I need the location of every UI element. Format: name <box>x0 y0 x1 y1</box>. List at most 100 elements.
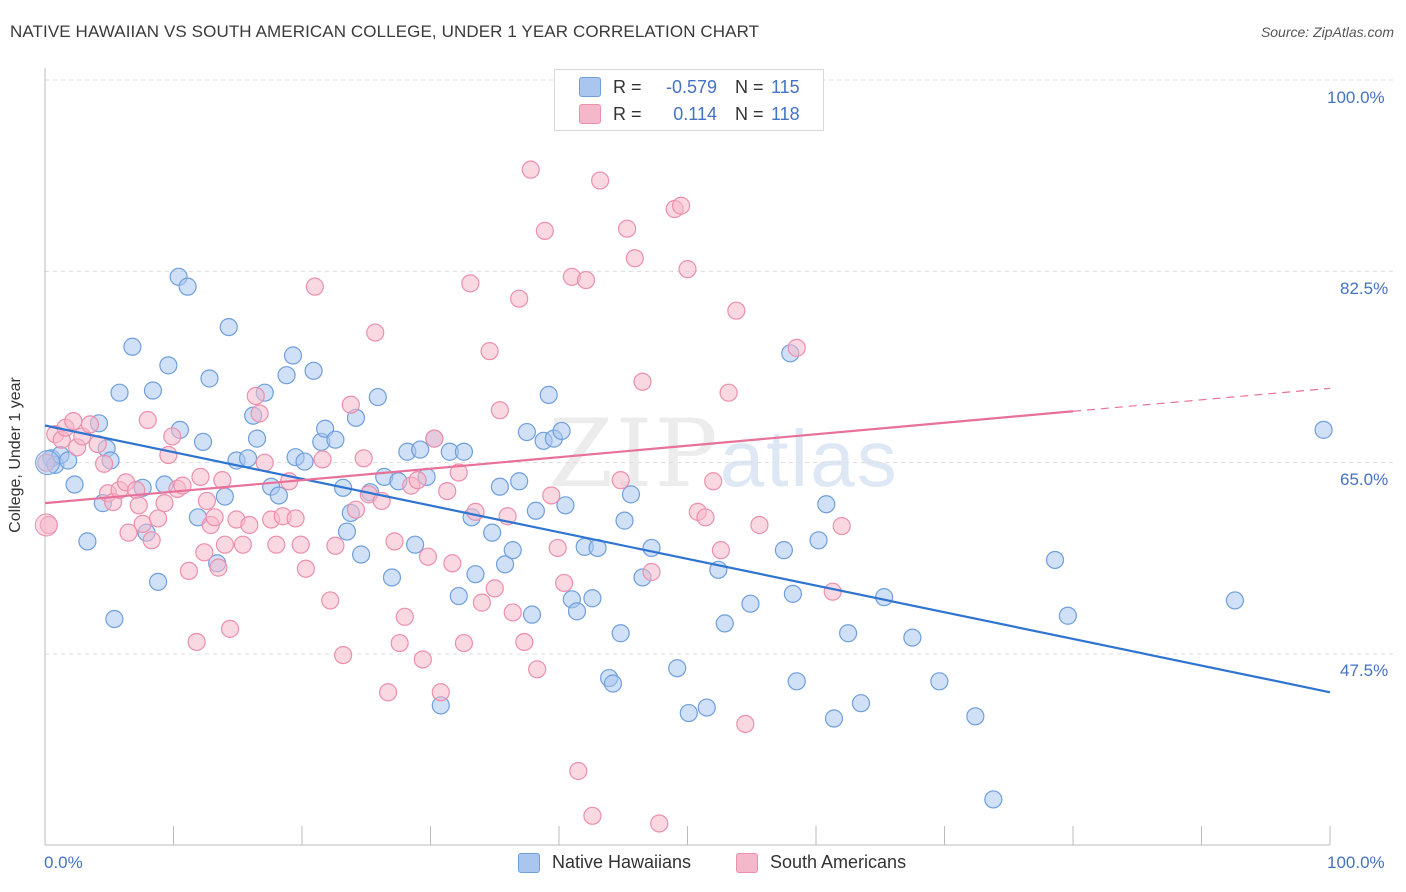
trend-line-blue <box>44 424 1331 694</box>
data-point-blue <box>295 452 314 471</box>
legend-item-native-hawaiians[interactable]: Native Hawaiians <box>518 852 691 873</box>
data-point-pink <box>346 500 366 519</box>
data-point-blue <box>159 356 178 375</box>
data-point-pink <box>133 514 152 533</box>
data-point-pink <box>408 471 427 490</box>
data-point-pink <box>215 535 234 554</box>
data-point-blue <box>615 511 634 530</box>
data-point-blue <box>824 709 844 728</box>
y-tick-label-47-5: 47.5% <box>1340 661 1389 680</box>
y-axis-label: College, Under 1 year <box>7 377 24 533</box>
data-point-pink <box>240 515 259 535</box>
y-tick-label-100: 100.0% <box>1327 88 1385 107</box>
data-point-pink <box>438 481 457 501</box>
data-point-blue <box>603 674 623 693</box>
data-point-blue <box>105 609 124 629</box>
data-point-blue <box>405 535 425 554</box>
data-point-blue <box>495 555 515 574</box>
data-point-blue <box>238 449 258 468</box>
data-point-pink <box>296 559 315 578</box>
data-point-blue <box>875 588 894 607</box>
data-point-blue <box>411 440 430 459</box>
data-point-pink <box>119 523 138 542</box>
data-point-pink <box>366 323 385 342</box>
data-point-pink <box>521 160 540 179</box>
data-point-blue <box>668 659 687 678</box>
data-point-pink <box>576 270 596 290</box>
data-point-blue <box>148 572 168 591</box>
data-point-blue <box>621 485 641 504</box>
data-point-pink <box>650 814 669 833</box>
data-point-blue <box>483 523 502 542</box>
data-point-blue <box>851 694 871 713</box>
data-point-pink <box>461 274 480 293</box>
data-point-blue <box>337 522 357 541</box>
legend-r-value: -0.579 <box>665 76 717 97</box>
data-point-blue <box>382 568 402 587</box>
y-tick-label-82-5: 82.5% <box>1340 279 1389 298</box>
legend-swatch-blue <box>518 852 540 873</box>
data-point-pink <box>197 491 217 511</box>
data-point-pink <box>163 427 182 446</box>
data-point-pink <box>267 535 286 554</box>
data-point-blue <box>966 707 985 726</box>
data-point-pink <box>719 383 738 402</box>
data-point-blue <box>556 496 575 515</box>
legend-r-label: R = <box>613 76 642 97</box>
legend-swatch-blue <box>579 77 601 97</box>
data-point-blue <box>1225 591 1245 610</box>
data-point-pink <box>431 683 450 702</box>
legend-swatch-pink <box>579 104 601 124</box>
data-point-pink <box>704 472 723 491</box>
data-point-blue <box>984 790 1003 809</box>
data-point-pink <box>326 536 345 555</box>
data-point-blue <box>539 385 558 404</box>
data-point-blue <box>552 421 571 441</box>
legend-n-value: 115 <box>771 76 800 97</box>
data-point-pink <box>449 463 468 482</box>
data-point-pink <box>195 543 214 562</box>
data-point-blue <box>903 628 922 647</box>
data-point-pink <box>454 633 474 653</box>
legend-r-value: 0.114 <box>673 103 717 124</box>
x-tick-label-min: 0.0% <box>44 853 83 872</box>
data-point-pink <box>823 582 842 601</box>
data-point-pink <box>535 221 554 240</box>
data-point-blue <box>78 532 97 551</box>
data-point-pink <box>385 532 404 551</box>
data-point-pink <box>220 619 240 638</box>
data-point-blue <box>522 605 542 624</box>
data-point-pink <box>569 761 588 781</box>
data-point-pink <box>209 558 228 577</box>
data-point-blue <box>715 614 734 633</box>
data-point-pink <box>148 509 168 528</box>
data-point-pink <box>80 415 100 434</box>
legend-n-value: 118 <box>771 103 800 124</box>
legend-item-south-americans[interactable]: South Americans <box>736 852 906 873</box>
data-point-blue <box>247 429 267 448</box>
data-point-blue <box>774 541 793 560</box>
data-point-pink <box>291 535 310 554</box>
data-point-blue <box>368 387 387 407</box>
data-point-pink <box>480 342 499 361</box>
data-point-pink <box>255 453 274 472</box>
data-point-pink <box>233 535 252 554</box>
data-point-pink <box>246 386 265 406</box>
data-point-pink <box>466 502 485 521</box>
data-point-blue <box>741 594 760 613</box>
data-point-pink <box>591 171 610 190</box>
data-point-pink <box>64 412 83 431</box>
data-point-blue <box>526 501 545 520</box>
data-point-blue <box>787 672 806 691</box>
data-point-blue-cluster <box>35 450 61 476</box>
data-point-blue <box>642 538 661 558</box>
legend-label-native-hawaiians: Native Hawaiians <box>552 852 692 872</box>
data-point-pink <box>250 404 269 423</box>
data-point-blue <box>219 317 238 337</box>
data-point-pink <box>354 449 373 468</box>
data-point-pink <box>736 714 755 734</box>
data-point-blue <box>490 477 509 496</box>
data-point-blue <box>304 361 323 380</box>
data-point-blue <box>583 589 602 608</box>
data-point-pink <box>696 508 715 527</box>
